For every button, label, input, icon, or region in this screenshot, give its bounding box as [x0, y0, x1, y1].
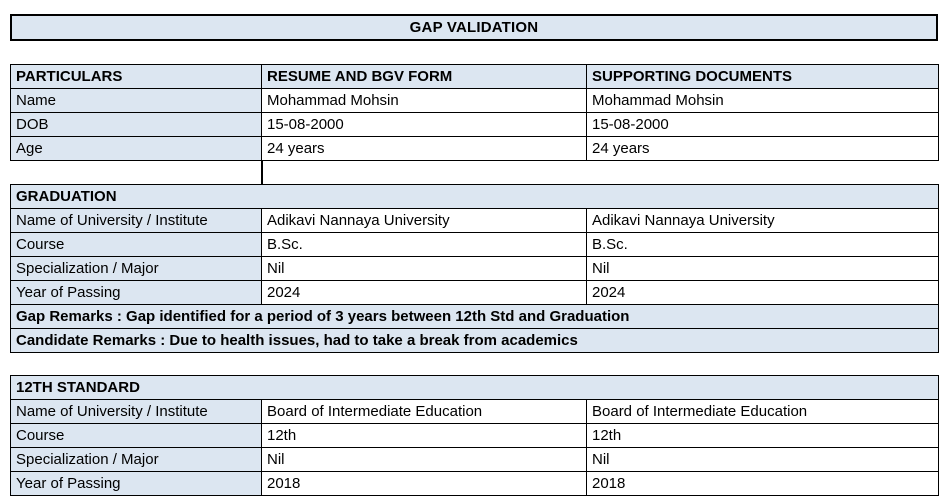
table-row: Name of University / Institute Board of … [10, 399, 939, 424]
section-header-cell: GRADUATION [9, 184, 940, 209]
row-label-cell: Name of University / Institute [10, 399, 262, 424]
particulars-table: PARTICULARS RESUME AND BGV FORM SUPPORTI… [10, 64, 939, 161]
table-row: Course B.Sc. B.Sc. [10, 232, 940, 257]
row-label-cell: Specialization / Major [10, 447, 262, 472]
resume-value-cell: 2018 [261, 471, 587, 496]
supporting-value-cell: Board of Intermediate Education [586, 399, 939, 424]
column-border-segment [261, 160, 263, 185]
document-title: GAP VALIDATION [10, 14, 938, 41]
supporting-value-cell: Mohammad Mohsin [586, 88, 939, 113]
supporting-value-cell: 24 years [586, 136, 939, 161]
resume-value-cell: B.Sc. [261, 232, 587, 257]
resume-value-cell: 24 years [261, 136, 587, 161]
section-header-cell: 12TH STANDARD [10, 375, 939, 400]
resume-value-cell: Mohammad Mohsin [261, 88, 587, 113]
row-label-cell: Name [10, 88, 262, 113]
supporting-header-cell: SUPPORTING DOCUMENTS [586, 64, 939, 89]
supporting-value-cell: 15-08-2000 [586, 112, 939, 137]
table-row: Name Mohammad Mohsin Mohammad Mohsin [10, 88, 939, 113]
row-label-cell: Course [10, 423, 262, 448]
table-row: DOB 15-08-2000 15-08-2000 [10, 112, 939, 137]
graduation-table: GRADUATION Name of University / Institut… [9, 184, 940, 353]
table-row: Age 24 years 24 years [10, 136, 939, 161]
table-row: Specialization / Major Nil Nil [10, 447, 939, 472]
row-label-cell: Name of University / Institute [10, 208, 262, 233]
supporting-value-cell: B.Sc. [585, 232, 940, 257]
resume-value-cell: 12th [261, 423, 587, 448]
resume-value-cell: Nil [261, 447, 587, 472]
row-label-cell: Specialization / Major [10, 256, 262, 281]
resume-value-cell: 2024 [261, 280, 587, 305]
resume-value-cell: 15-08-2000 [261, 112, 587, 137]
supporting-value-cell: 2018 [586, 471, 939, 496]
gap-remarks-row: Gap Remarks : Gap identified for a perio… [9, 304, 940, 329]
candidate-remarks-cell: Candidate Remarks : Due to health issues… [9, 328, 940, 353]
supporting-value-cell: Adikavi Nannaya University [585, 208, 940, 233]
resume-value-cell: Adikavi Nannaya University [261, 208, 587, 233]
table-row: Course 12th 12th [10, 423, 939, 448]
table-row: Year of Passing 2018 2018 [10, 471, 939, 496]
supporting-value-cell: 12th [586, 423, 939, 448]
particulars-header-cell: PARTICULARS [10, 64, 262, 89]
table-row: Name of University / Institute Adikavi N… [10, 208, 940, 233]
row-label-cell: DOB [10, 112, 262, 137]
row-label-cell: Year of Passing [10, 280, 262, 305]
supporting-value-cell: Nil [585, 256, 940, 281]
supporting-value-cell: 2024 [585, 280, 940, 305]
resume-header-cell: RESUME AND BGV FORM [261, 64, 587, 89]
supporting-value-cell: Nil [586, 447, 939, 472]
section-header-row: GRADUATION [9, 184, 940, 209]
gap-remarks-cell: Gap Remarks : Gap identified for a perio… [9, 304, 940, 329]
resume-value-cell: Nil [261, 256, 587, 281]
twelfth-standard-table: 12TH STANDARD Name of University / Insti… [10, 375, 939, 496]
table-header-row: PARTICULARS RESUME AND BGV FORM SUPPORTI… [10, 64, 939, 89]
row-label-cell: Course [10, 232, 262, 257]
section-header-row: 12TH STANDARD [10, 375, 939, 400]
row-label-cell: Year of Passing [10, 471, 262, 496]
row-label-cell: Age [10, 136, 262, 161]
table-row: Year of Passing 2024 2024 [10, 280, 940, 305]
resume-value-cell: Board of Intermediate Education [261, 399, 587, 424]
table-row: Specialization / Major Nil Nil [10, 256, 940, 281]
candidate-remarks-row: Candidate Remarks : Due to health issues… [9, 328, 940, 353]
